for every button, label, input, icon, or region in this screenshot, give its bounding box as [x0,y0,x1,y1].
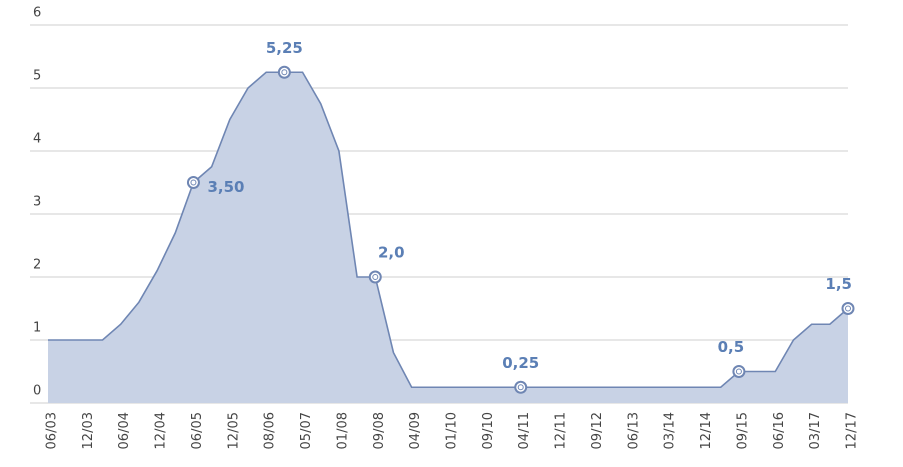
x-tick-label: 09/12 [590,412,605,449]
marker [514,380,528,394]
value-label: 1,5 [825,275,852,293]
x-tick-label: 12/05 [226,412,241,449]
x-tick-label: 04/09 [408,412,423,449]
marker-inner [372,274,379,280]
y-tick-label: 6 [33,6,41,21]
y-tick-label: 4 [33,132,41,147]
y-tick-label: 3 [33,195,41,210]
y-tick-label: 2 [33,258,41,273]
x-tick-label: 09/08 [372,412,387,449]
x-tick-label: 12/04 [154,412,169,449]
area [48,72,848,403]
marker-inner [517,384,524,391]
marker-inner [190,179,197,186]
x-tick-label: 06/16 [772,412,787,449]
x-tick-label: 06/03 [45,412,60,449]
x-tick-label: 04/11 [517,412,532,449]
value-label: 3,50 [207,178,244,196]
x-tick-label: 08/06 [263,412,278,449]
x-tick-label: 03/14 [663,412,678,449]
x-tick-label: 06/04 [117,412,132,449]
y-tick-label: 1 [33,321,41,336]
x-tick-label: 01/08 [335,412,350,449]
y-tick-label: 5 [33,69,41,84]
marker-inner [735,368,742,375]
x-tick-label: 12/03 [81,412,96,449]
value-label: 0,5 [718,338,745,356]
value-label: 2,0 [378,244,405,262]
marker [841,302,855,315]
x-tick-label: 06/05 [190,412,205,449]
value-label: 5,25 [266,39,303,57]
x-tick-label: 09/10 [481,412,496,449]
marker [368,270,382,284]
x-tick-label: 12/14 [699,412,714,449]
x-tick-label: 06/13 [626,412,641,449]
x-tick-label: 05/07 [299,412,314,449]
marker [277,65,291,79]
x-tick-label: 12/11 [554,412,569,449]
marker-inner [845,305,851,312]
x-tick-label: 12/17 [845,412,860,449]
x-tick-label: 01/10 [445,412,460,449]
x-tick-label: 09/15 [735,412,750,449]
line [48,71,849,389]
marker-inner [281,69,288,76]
x-tick-label: 03/17 [808,412,823,449]
y-tick-label: 0 [33,384,41,399]
value-label: 0,25 [502,354,539,372]
marker [732,365,746,378]
marker [186,176,200,189]
